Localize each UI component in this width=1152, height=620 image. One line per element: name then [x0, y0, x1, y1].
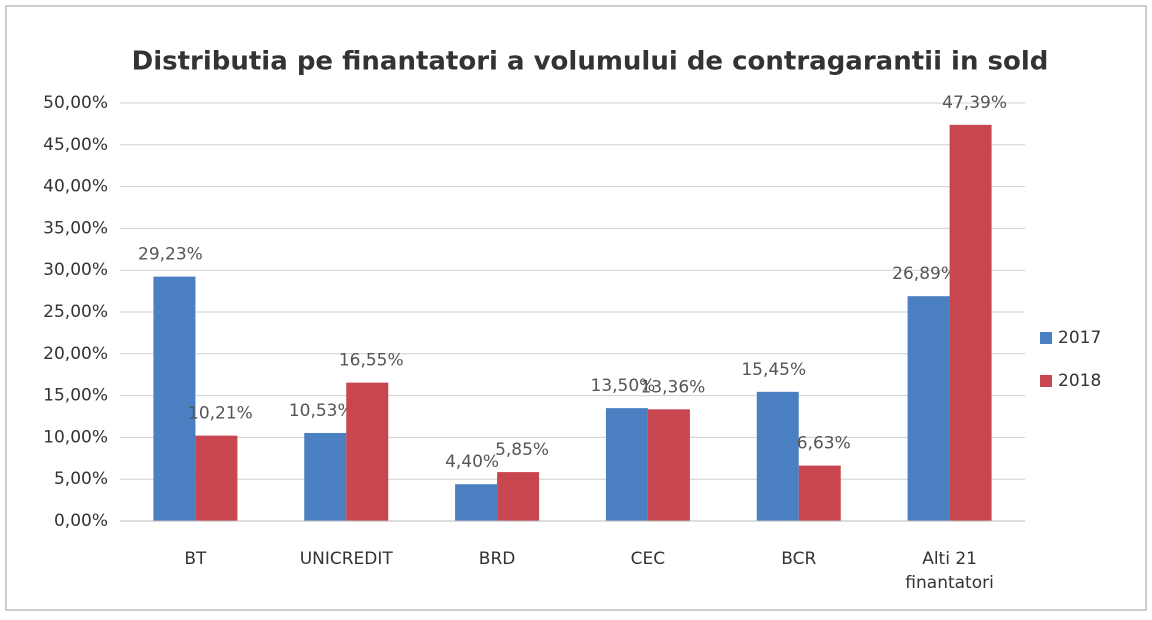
bar [798, 465, 841, 521]
bar [346, 382, 389, 521]
x-tick-label: BCR [781, 549, 817, 569]
bar [907, 296, 950, 521]
data-label: 13,36% [641, 377, 706, 397]
data-label: 47,39% [942, 93, 1007, 113]
legend-label: 2017 [1058, 328, 1101, 348]
data-label: 5,85% [495, 440, 549, 460]
data-label: 4,40% [445, 452, 499, 472]
y-tick-label: 25,00% [43, 302, 108, 322]
y-tick-label: 0,00% [54, 511, 108, 531]
legend-label: 2018 [1058, 371, 1101, 391]
bar [304, 432, 347, 521]
x-tick-label: Alti 21 finantatori [905, 549, 994, 593]
y-tick-label: 5,00% [54, 469, 108, 489]
bar [949, 124, 992, 521]
data-label: 13,50% [591, 376, 656, 396]
data-label: 6,63% [797, 434, 851, 454]
data-label: 10,53% [289, 401, 354, 421]
data-label: 26,89% [892, 264, 957, 284]
x-tick-label: UNICREDIT [299, 549, 393, 569]
x-tick-label: BT [184, 549, 207, 569]
bar [455, 484, 498, 521]
x-tick-label: BRD [478, 549, 516, 569]
y-tick-label: 15,00% [43, 386, 108, 406]
legend-swatch [1040, 332, 1052, 344]
y-tick-label: 40,00% [43, 177, 108, 197]
x-tick-label: CEC [630, 549, 666, 569]
data-label: 16,55% [339, 351, 404, 371]
y-tick-label: 50,00% [43, 93, 108, 113]
data-label: 29,23% [138, 245, 203, 265]
y-tick-label: 30,00% [43, 260, 108, 280]
y-tick-label: 10,00% [43, 427, 108, 447]
bar [153, 276, 196, 521]
bar [647, 409, 690, 521]
data-label: 10,21% [188, 404, 253, 424]
data-label: 15,45% [741, 360, 806, 380]
bar [195, 435, 238, 521]
chart-title: Distributia pe finantatori a volumului d… [132, 47, 1049, 77]
y-tick-label: 45,00% [43, 135, 108, 155]
y-tick-label: 20,00% [43, 344, 108, 364]
bar [605, 408, 648, 521]
bar [756, 391, 799, 521]
bar [497, 472, 540, 521]
y-tick-label: 35,00% [43, 218, 108, 238]
legend-swatch [1040, 375, 1052, 387]
